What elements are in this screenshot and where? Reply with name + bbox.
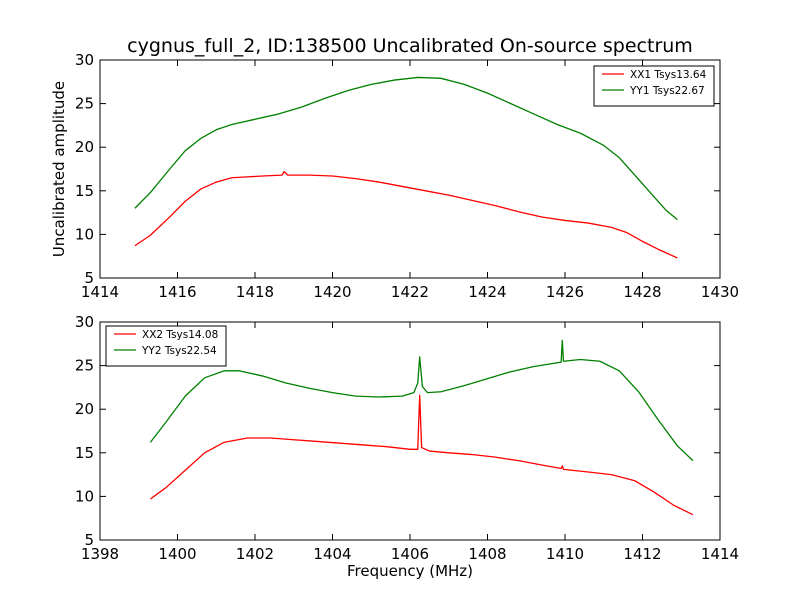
x-tick-label: 1414 — [81, 283, 119, 301]
x-tick-label: 1416 — [158, 283, 196, 301]
x-tick-label: 1414 — [701, 545, 739, 563]
y-tick-label: 5 — [84, 269, 94, 287]
y-tick-label: 20 — [75, 400, 94, 418]
y-tick-label: 10 — [75, 225, 94, 243]
series-line-yy1 — [134, 76, 678, 221]
y-tick-label: 15 — [75, 182, 94, 200]
x-tick-label: 1430 — [701, 283, 739, 301]
y-tick-label: 10 — [75, 487, 94, 505]
legend-label: XX2 Tsys14.08 — [142, 329, 218, 341]
x-tick-label: 1400 — [158, 545, 196, 563]
x-tick-label: 1422 — [391, 283, 429, 301]
figure-title: cygnus_full_2, ID:138500 Uncalibrated On… — [127, 35, 693, 57]
x-tick-label: 1418 — [236, 283, 274, 301]
y-tick-label: 25 — [75, 357, 94, 375]
legend-label: YY2 Tsys22.54 — [141, 345, 217, 357]
x-axis-label: Frequency (MHz) — [347, 562, 473, 580]
y-axis-label: Uncalibrated amplitude — [50, 81, 68, 257]
series-line-yy2 — [149, 339, 694, 462]
y-tick-label: 25 — [75, 95, 94, 113]
y-tick-label: 20 — [75, 138, 94, 156]
x-tick-label: 1412 — [623, 545, 661, 563]
x-tick-label: 1404 — [313, 545, 351, 563]
y-tick-label: 5 — [84, 531, 94, 549]
x-tick-label: 1406 — [391, 545, 429, 563]
bottom-spectrum-panel: 1398 1400 1402 1404 1406 1408 1410 1412 1414 5 10 1… — [75, 313, 739, 563]
legend-label: XX1 Tsys13.64 — [630, 69, 707, 81]
x-tick-label: 1426 — [546, 283, 584, 301]
y-tick-label: 30 — [75, 51, 94, 69]
legend-label: YY1 Tsys22.67 — [629, 85, 705, 97]
x-tick-label: 1424 — [468, 283, 506, 301]
legend: XX2 Tsys14.08 YY2 Tsys22.54 — [105, 325, 227, 367]
x-tick-label: 1410 — [546, 545, 584, 563]
top-spectrum-panel: 1414 1416 1418 1420 1422 1424 1426 1428 1430 5 10 1… — [75, 51, 739, 301]
y-tick-label: 30 — [75, 313, 94, 331]
x-tick-label: 1408 — [468, 545, 506, 563]
y-tick-label: 15 — [75, 444, 94, 462]
x-tick-label: 1402 — [236, 545, 274, 563]
legend: XX1 Tsys13.64 YY1 Tsys22.67 — [593, 65, 715, 107]
x-tick-label: 1428 — [623, 283, 661, 301]
series-line-xx1 — [134, 170, 678, 259]
x-tick-label: 1398 — [81, 545, 119, 563]
series-line-xx2 — [149, 394, 694, 516]
x-tick-label: 1420 — [313, 283, 351, 301]
